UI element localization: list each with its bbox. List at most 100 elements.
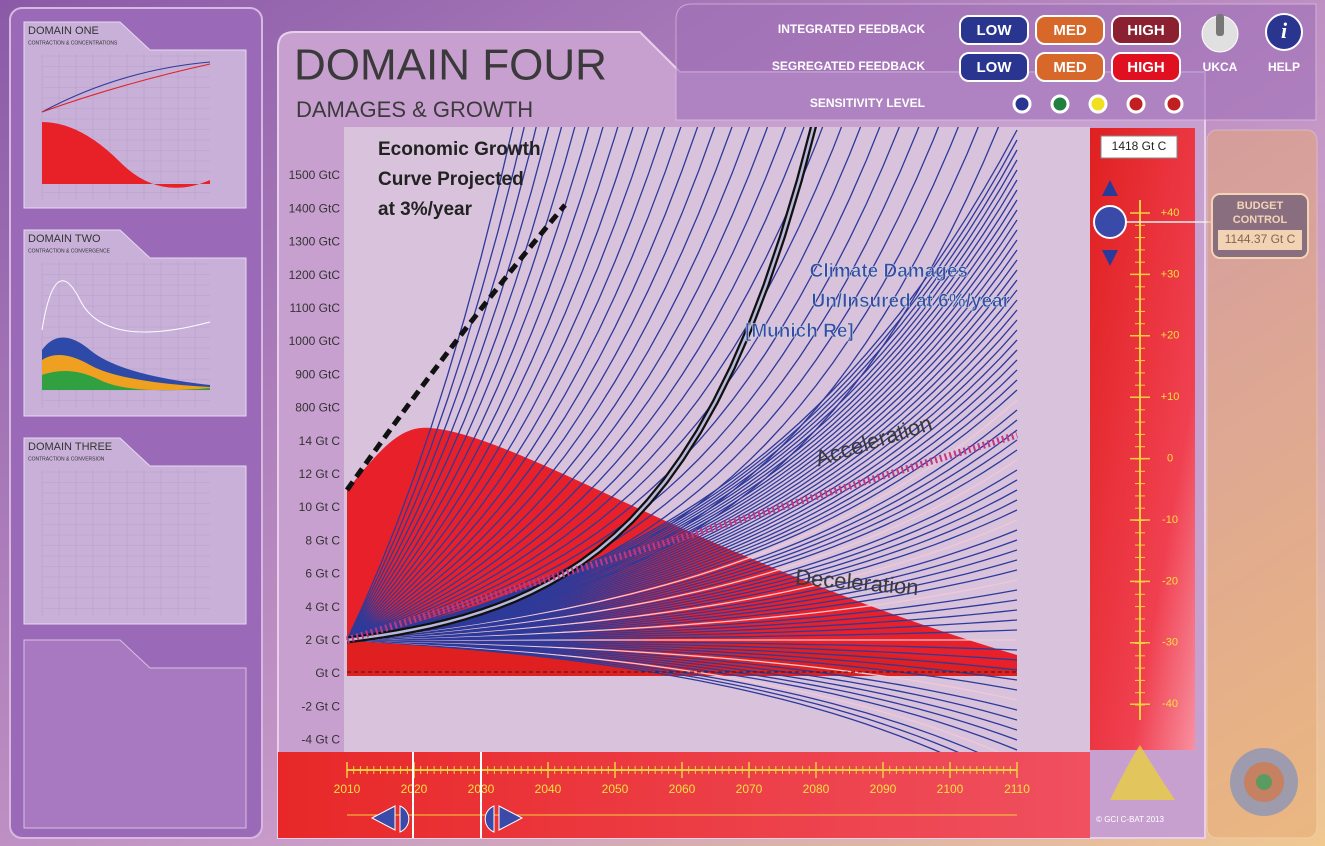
folder-subtitle: CONTRACTION & CONCENTRATIONS xyxy=(28,40,118,46)
damage-curve xyxy=(346,127,940,641)
main-subtitle: DAMAGES & GROWTH xyxy=(296,97,533,122)
help-button[interactable] xyxy=(1265,13,1303,51)
ukca-label: UKCA xyxy=(1203,60,1238,74)
damage-curve xyxy=(346,127,525,641)
help-label: HELP xyxy=(1268,60,1300,74)
curves xyxy=(346,127,1018,791)
sensitivity-dot[interactable] xyxy=(1012,94,1032,114)
damage-curve xyxy=(346,127,699,641)
damages-note: [Munich Re] xyxy=(745,321,854,342)
y-label: Gt C xyxy=(315,666,340,680)
controls: INTEGRATED FEEDBACK LOW MED HIGH SEGREGATED … xyxy=(772,15,1184,114)
trend-line xyxy=(345,431,1019,644)
damage-curve xyxy=(346,127,716,641)
feedback-button-label: HIGH xyxy=(1127,22,1165,39)
x-labels: 2010202020302040205020602070208020902100… xyxy=(334,762,1030,796)
footer: © GCI C-BAT 2013 xyxy=(1096,815,1164,824)
sensitivity-dot[interactable] xyxy=(1050,94,1070,114)
control-label: SENSITIVITY LEVEL xyxy=(810,96,925,110)
folder-title: DOMAIN TWO xyxy=(28,233,101,245)
y-label: 1100 GtC xyxy=(290,301,341,315)
end-handle[interactable] xyxy=(484,805,524,833)
ukca-toggle[interactable] xyxy=(1216,14,1224,36)
start-handle[interactable] xyxy=(370,805,410,833)
feedback-button[interactable] xyxy=(1111,15,1181,45)
x-label: 2070 xyxy=(736,782,763,796)
feedback-button-label: MED xyxy=(1053,59,1087,76)
damage-curve xyxy=(346,127,862,641)
budget-total-box xyxy=(1100,135,1178,159)
y-label: 6 Gt C xyxy=(305,567,340,581)
damage-curve xyxy=(346,127,604,641)
damage-curve xyxy=(346,127,805,641)
damage-curve xyxy=(346,127,682,641)
sensitivity-dot[interactable] xyxy=(1164,94,1184,114)
damage-curve xyxy=(346,127,787,641)
control-label: SEGREGATED FEEDBACK xyxy=(772,59,925,73)
y-labels: 1500 GtC 1400 GtC 1300 GtC 1200 GtC 1100 GtC… xyxy=(289,168,341,746)
damage-curve xyxy=(346,127,537,641)
growth-note: Economic Growth xyxy=(378,139,541,160)
damage-curve xyxy=(346,127,634,641)
feedback-button[interactable] xyxy=(959,52,1029,82)
feedback-button[interactable] xyxy=(1035,15,1105,45)
logo xyxy=(1230,748,1298,816)
scale-label: +10 xyxy=(1161,391,1180,403)
y-label: 12 Gt C xyxy=(299,467,341,481)
damage-curve xyxy=(346,127,550,641)
mini-line xyxy=(41,61,211,113)
growth-curve xyxy=(344,203,567,492)
x-label: 2090 xyxy=(870,782,897,796)
growth-note: Curve Projected xyxy=(378,169,524,190)
feedback-button-label: LOW xyxy=(977,22,1013,39)
damage-curve xyxy=(346,127,514,641)
folder-title: DOMAIN THREE xyxy=(28,441,112,453)
y-label: 1000 GtC xyxy=(289,334,341,348)
mini-line xyxy=(41,280,211,333)
double-curve-inner xyxy=(346,127,815,642)
sidebar xyxy=(9,7,263,839)
x-label: 2110 xyxy=(1004,782,1030,796)
x-label: 2040 xyxy=(535,782,562,796)
gci-logo xyxy=(1110,745,1175,800)
mini-chart xyxy=(41,470,210,616)
x-label: 2050 xyxy=(602,782,629,796)
y-label: 2 Gt C xyxy=(305,633,340,647)
damage-curve xyxy=(346,127,563,641)
help-icon: i xyxy=(1281,18,1288,43)
y-label: 1200 GtC xyxy=(289,268,341,282)
mini-area xyxy=(42,122,210,188)
x-label: 2060 xyxy=(669,782,696,796)
feedback-button[interactable] xyxy=(959,15,1029,45)
scale-label: +20 xyxy=(1161,330,1180,342)
scale-label: -40 xyxy=(1162,698,1178,710)
x-label: 2020 xyxy=(401,782,428,796)
damage-curve xyxy=(346,127,920,641)
scale-label: -30 xyxy=(1162,637,1178,649)
feedback-button[interactable] xyxy=(1035,52,1105,82)
folder[interactable] xyxy=(23,437,247,625)
mini-chart xyxy=(41,54,211,200)
mini-chart xyxy=(41,262,211,408)
empty-folder xyxy=(23,639,247,829)
sensitivity-dot[interactable] xyxy=(1126,94,1146,114)
sensitivity-dot[interactable] xyxy=(1088,94,1108,114)
budget-knob[interactable] xyxy=(1093,205,1127,239)
y-label: 10 Gt C xyxy=(299,500,341,514)
y-label: 8 Gt C xyxy=(305,533,340,547)
budget-total: 1418 Gt C xyxy=(1112,139,1167,153)
mini-line xyxy=(41,63,211,113)
damages-note: Climate Damages xyxy=(810,261,968,282)
folder-subtitle: CONTRACTION & CONVERGENCE xyxy=(28,248,111,254)
damage-curve xyxy=(346,127,590,641)
damage-curve xyxy=(346,127,751,641)
x-label: 2080 xyxy=(803,782,830,796)
damage-curve xyxy=(346,127,619,641)
y-label: -4 Gt C xyxy=(301,733,340,747)
folders: DOMAIN ONE CONTRACTION & CONCENTRATIONS DO… xyxy=(23,21,247,625)
damages-note: Un/Insured at 6%/year xyxy=(811,291,1010,312)
scale-label: -20 xyxy=(1162,575,1178,587)
feedback-button[interactable] xyxy=(1111,52,1181,82)
damage-curve xyxy=(346,127,576,641)
y-label: 4 Gt C xyxy=(305,600,340,614)
